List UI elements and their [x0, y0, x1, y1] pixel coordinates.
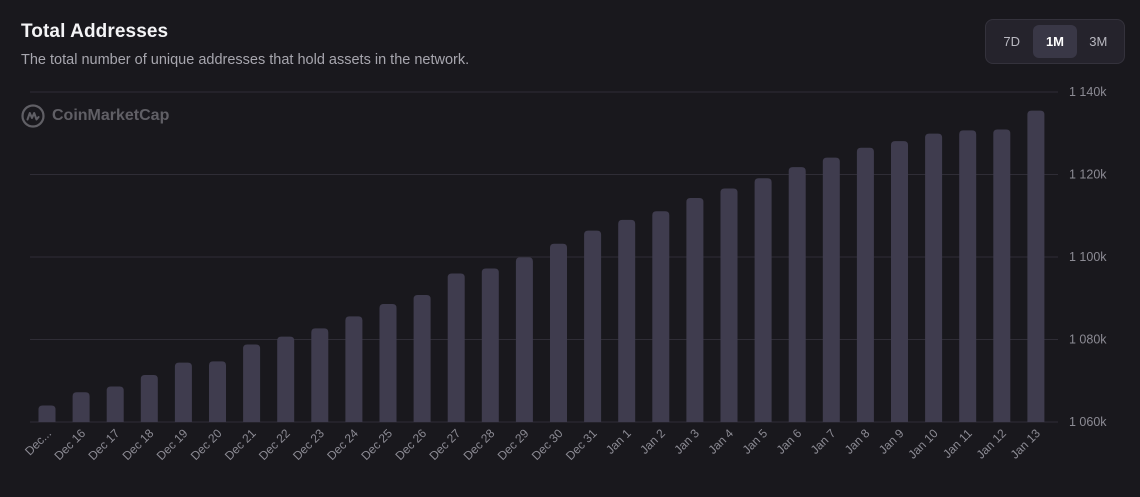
x-tick-label: Jan 10: [905, 426, 941, 462]
bar[interactable]: [277, 336, 295, 422]
bar[interactable]: [311, 328, 329, 422]
x-tick-label: Dec 23: [290, 426, 327, 463]
x-tick-label: Dec 16: [51, 426, 88, 463]
bar[interactable]: [550, 243, 567, 422]
coinmarketcap-watermark: CoinMarketCap: [21, 104, 169, 128]
bar[interactable]: [788, 167, 806, 422]
bar[interactable]: [174, 362, 192, 422]
x-tick-label: Jan 11: [940, 426, 975, 461]
y-tick-label: 1 100k: [1069, 250, 1107, 264]
bar[interactable]: [686, 198, 704, 422]
x-tick-label: Dec 21: [222, 426, 259, 463]
y-tick-label: 1 120k: [1069, 168, 1107, 182]
x-tick-label: Jan 5: [740, 426, 771, 457]
bar[interactable]: [413, 294, 431, 422]
bar[interactable]: [925, 133, 943, 422]
bar[interactable]: [72, 392, 90, 422]
x-tick-label: Dec 25: [358, 426, 395, 463]
x-tick-label: Dec 30: [529, 426, 566, 463]
bar[interactable]: [38, 405, 56, 423]
bar[interactable]: [959, 130, 977, 423]
bar[interactable]: [243, 344, 261, 422]
coinmarketcap-logo-icon: [21, 104, 45, 128]
x-tick-label: Jan 8: [842, 426, 873, 457]
range-3m-button[interactable]: 3M: [1077, 25, 1120, 58]
bar[interactable]: [720, 188, 738, 422]
y-tick-label: 1 080k: [1069, 333, 1107, 347]
y-tick-label: 1 140k: [1069, 85, 1107, 99]
x-tick-label: Jan 9: [876, 426, 907, 457]
x-tick-label: Jan 2: [637, 426, 668, 457]
x-tick-label: Dec 24: [324, 426, 361, 463]
bar[interactable]: [515, 257, 533, 422]
x-tick-label: Dec 22: [256, 426, 293, 463]
x-tick-label: Dec 29: [495, 426, 532, 463]
bar[interactable]: [891, 141, 908, 422]
bar[interactable]: [106, 386, 124, 422]
x-tick-label: Dec 28: [461, 426, 498, 463]
x-tick-label: Jan 12: [974, 426, 1010, 462]
bar[interactable]: [652, 211, 670, 422]
x-tick-label: Dec 19: [154, 426, 191, 463]
bar[interactable]: [822, 157, 840, 422]
x-tick-label: Jan 4: [705, 426, 736, 457]
bar[interactable]: [481, 268, 499, 422]
x-tick-label: Jan 3: [671, 426, 702, 457]
bar[interactable]: [584, 230, 602, 422]
x-tick-label: Dec 20: [188, 426, 225, 463]
bar[interactable]: [447, 273, 465, 423]
x-tick-label: Dec 31: [563, 426, 600, 463]
bar[interactable]: [379, 304, 397, 422]
bar[interactable]: [618, 219, 636, 422]
range-7d-button[interactable]: 7D: [990, 25, 1033, 58]
bar[interactable]: [345, 316, 363, 422]
x-tick-label: Jan 1: [603, 426, 634, 457]
x-tick-label: Jan 13: [1008, 426, 1044, 462]
x-tick-label: Jan 6: [774, 426, 805, 457]
x-tick-label: Dec 27: [427, 426, 464, 463]
bar[interactable]: [1027, 110, 1045, 422]
bar[interactable]: [993, 129, 1011, 422]
bar[interactable]: [140, 374, 158, 422]
y-tick-label: 1 060k: [1069, 415, 1107, 429]
x-tick-label: Dec 17: [86, 426, 123, 463]
x-tick-label: Jan 7: [808, 426, 839, 457]
x-tick-label: Dec 26: [392, 426, 429, 463]
x-tick-label: Dec...: [22, 426, 54, 458]
chart-subtitle: The total number of unique addresses tha…: [21, 52, 470, 68]
time-range-selector: 7D 1M 3M: [985, 19, 1125, 64]
range-1m-button[interactable]: 1M: [1033, 25, 1077, 58]
chart-title: Total Addresses: [21, 21, 169, 42]
bar[interactable]: [856, 147, 874, 422]
bar[interactable]: [754, 178, 772, 422]
watermark-text: CoinMarketCap: [52, 107, 170, 124]
x-tick-label: Dec 18: [120, 426, 157, 463]
bar[interactable]: [209, 361, 226, 422]
